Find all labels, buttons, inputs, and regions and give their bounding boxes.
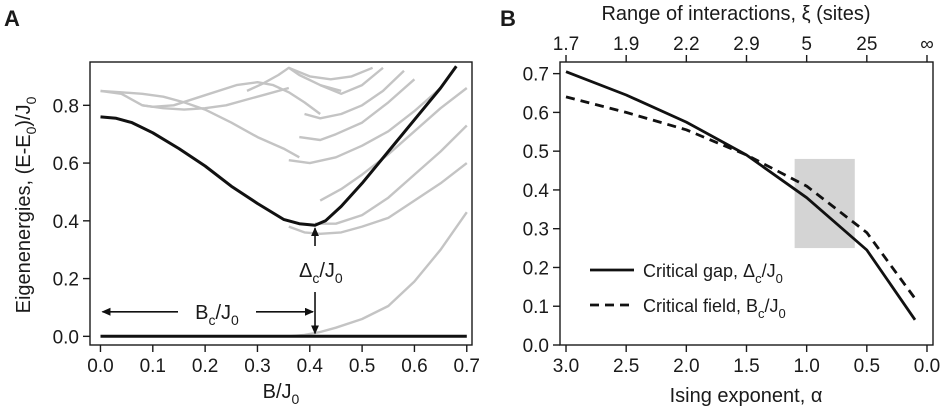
energy-level-line-13 [288, 66, 374, 81]
energy-level-line-11 [142, 86, 290, 111]
panel-a-annotations: Bc/J0 Δc/J0 [101, 227, 343, 335]
b-x-tick-label-3: 1.5 [733, 356, 759, 377]
b-y-tick-label-0: 0.0 [523, 336, 549, 357]
b-x-tick-label-1: 2.5 [613, 356, 639, 377]
energy-level-line-7 [299, 78, 416, 142]
panel-b: B Range of interactions, ξ (sites) 3.0 2.… [500, 3, 940, 406]
energy-level-line-2 [288, 211, 468, 338]
b-y-tick-label-7: 0.7 [523, 65, 549, 86]
panel-a-y-axis-label: Eigenenergies, (E-E0)/J0 [13, 96, 39, 313]
b-y-tick-label-6: 0.6 [523, 103, 549, 124]
b-top-tick-label-1: 1.9 [613, 34, 639, 55]
b-x-tick-label-0: 3.0 [553, 356, 579, 377]
energy-level-line-10 [100, 89, 300, 159]
b-y-tick-label-2: 0.2 [523, 258, 549, 279]
panel-b-top-x-ticks: 1.7 1.9 2.2 2.9 5 25 ∞ [553, 34, 934, 62]
a-x-tick-label-3: 0.3 [244, 356, 270, 377]
a-x-tick-label-2: 0.2 [192, 356, 218, 377]
energy-level-line-5 [319, 87, 468, 202]
panel-b-top-axis-label: Range of interactions, ξ (sites) [601, 3, 870, 25]
a-x-tick-label-6: 0.6 [401, 356, 427, 377]
panel-a-y-ticks: 0.0 0.2 0.4 0.6 0.8 [53, 96, 90, 348]
highlight-level-line-1 [100, 65, 458, 227]
b-y-tick-label-5: 0.5 [523, 142, 549, 163]
b-top-tick-label-2: 2.2 [673, 34, 699, 55]
legend-label-0: Critical gap, Δc/J0 [643, 261, 783, 286]
legend-label-1: Critical field, Bc/J0 [643, 296, 786, 321]
energy-level-line-3 [288, 162, 468, 235]
panel-b-x-ticks: 3.0 2.5 2.0 1.5 1.0 0.5 0.0 [553, 345, 940, 377]
b-x-tick-label-4: 1.0 [793, 356, 819, 377]
panel-a: A Bc/J0 Δc/J0 0.0 0.1 0.2 0.3 0.4 0.5 0.6 0.7 0.… [4, 6, 480, 406]
panel-a-energy-levels [100, 66, 468, 338]
panel-a-x-axis-label: B/J0 [263, 381, 300, 406]
critical-gap-line [565, 70, 917, 321]
a-y-tick-label-4: 0.8 [53, 96, 79, 117]
energy-level-line-9 [100, 81, 321, 115]
panel-b-series [565, 70, 917, 321]
b-top-tick-label-5: 25 [856, 34, 877, 55]
energy-level-line-4 [315, 124, 468, 225]
panel-a-highlighted-levels [100, 65, 467, 338]
a-y-tick-label-3: 0.6 [53, 154, 79, 175]
panel-b-y-ticks: 0.0 0.1 0.2 0.3 0.4 0.5 0.6 0.7 [523, 65, 560, 357]
b-y-tick-label-4: 0.4 [523, 181, 550, 202]
a-x-tick-label-7: 0.7 [454, 356, 480, 377]
energy-level-line-14 [319, 66, 384, 95]
b-x-tick-label-6: 0.0 [914, 356, 940, 377]
a-x-tick-label-1: 0.1 [140, 356, 166, 377]
energy-level-line-6 [288, 87, 442, 165]
a-x-tick-label-4: 0.4 [297, 356, 324, 377]
b-y-tick-label-1: 0.1 [523, 297, 549, 318]
delta-annotation-label: Δc/J0 [299, 260, 343, 286]
energy-level-line-8 [304, 69, 405, 120]
b-top-tick-label-3: 2.9 [733, 34, 759, 55]
a-x-tick-label-0: 0.0 [87, 356, 113, 377]
a-y-tick-label-0: 0.0 [53, 327, 79, 348]
a-x-tick-label-5: 0.5 [349, 356, 375, 377]
bc-annotation-label: Bc/J0 [195, 302, 239, 328]
critical-field-line [565, 95, 917, 300]
b-top-tick-label-6: ∞ [920, 34, 934, 55]
b-top-tick-label-0: 1.7 [553, 34, 579, 55]
b-y-tick-label-3: 0.3 [523, 220, 549, 241]
b-x-tick-label-2: 2.0 [673, 356, 699, 377]
panel-a-letter: A [4, 6, 20, 31]
panel-b-shaded-region [794, 158, 855, 249]
b-top-tick-label-4: 5 [801, 34, 812, 55]
panel-b-legend: Critical gap, Δc/J0 Critical field, Bc/J0 [590, 261, 786, 321]
panel-a-plot-frame [89, 61, 473, 346]
a-y-tick-label-1: 0.2 [53, 270, 79, 291]
panel-b-letter: B [500, 6, 516, 31]
panel-a-x-ticks: 0.0 0.1 0.2 0.3 0.4 0.5 0.6 0.7 [87, 345, 480, 377]
panel-b-x-axis-label: Ising exponent, α [670, 385, 823, 406]
a-y-tick-label-2: 0.4 [53, 212, 80, 233]
b-x-tick-label-5: 0.5 [854, 356, 880, 377]
